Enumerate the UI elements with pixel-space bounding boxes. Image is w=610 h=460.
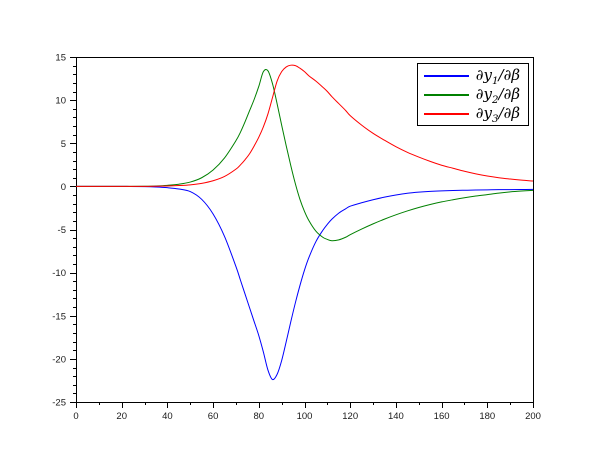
y-tick-label: 5 [61, 139, 66, 150]
y-tick-label: -5 [58, 225, 66, 236]
legend-entry: ∂y2/∂β [424, 85, 520, 106]
series-line-3 [75, 64, 534, 187]
x-tick-label: 60 [208, 411, 219, 422]
y-tick-label: -20 [52, 354, 66, 365]
legend-label: ∂y3/∂β [475, 104, 520, 125]
x-tick-label: 80 [254, 411, 265, 422]
legend-line-swatch [424, 112, 469, 115]
x-tick-label: 160 [434, 411, 450, 422]
x-tick-label: 100 [297, 411, 313, 422]
y-tick-label: 10 [55, 96, 66, 107]
series-line-2 [75, 69, 534, 242]
y-tick-label: -25 [52, 398, 66, 409]
legend-line-swatch [424, 74, 469, 77]
x-tick-label: 20 [116, 411, 127, 422]
legend-label: ∂y2/∂β [475, 85, 520, 106]
y-tick-label: -15 [52, 311, 66, 322]
y-tick-label: 15 [55, 53, 66, 64]
legend-entry: ∂y3/∂β [424, 104, 520, 125]
x-tick-label: 140 [388, 411, 404, 422]
y-tick-label: 0 [61, 182, 66, 193]
legend-label: ∂y1/∂β [475, 66, 520, 87]
legend-entry: ∂y1/∂β [424, 66, 520, 87]
legend-line-swatch [424, 93, 469, 96]
x-tick-label: 0 [73, 411, 78, 422]
x-tick-label: 120 [342, 411, 358, 422]
x-tick-label: 40 [162, 411, 173, 422]
x-tick-label: 200 [525, 411, 541, 422]
x-tick-label: 180 [479, 411, 495, 422]
y-tick-label: -10 [52, 268, 66, 279]
series-line-1 [75, 185, 534, 381]
legend: ∂y1/∂β ∂y2/∂β ∂y3/∂β [417, 63, 529, 126]
